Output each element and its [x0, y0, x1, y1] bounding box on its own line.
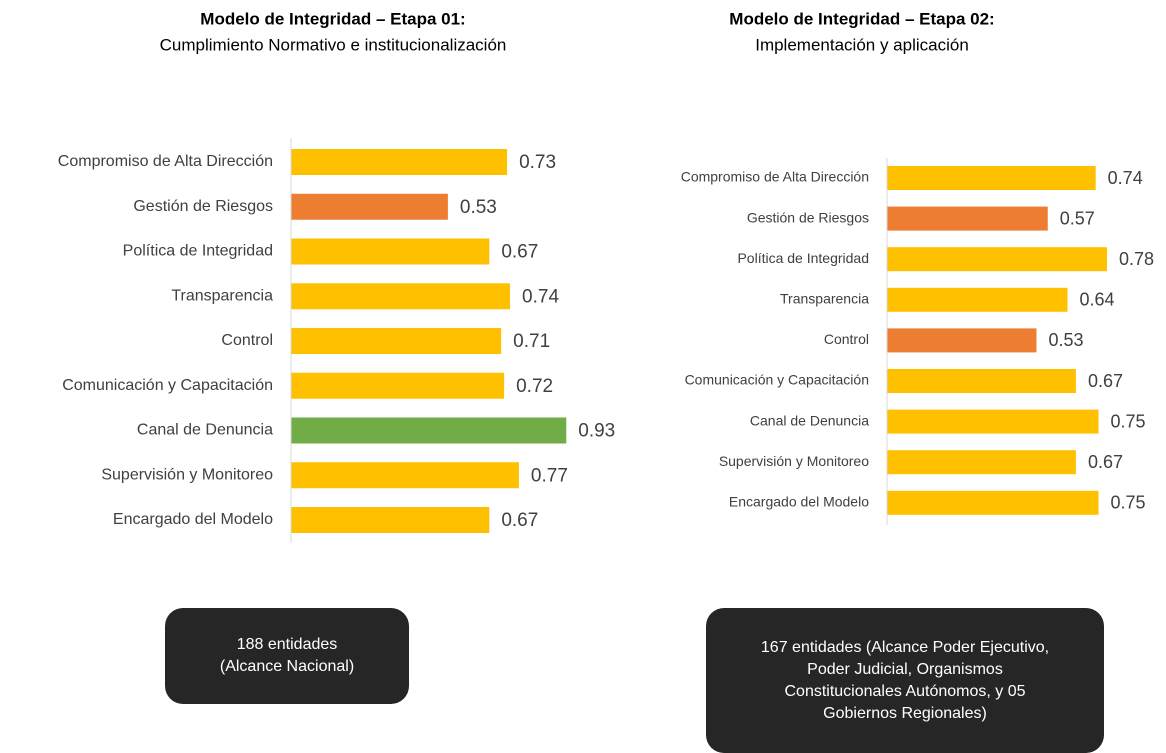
category-label: Política de Integridad — [123, 243, 273, 260]
value-label: 0.67 — [1088, 452, 1123, 472]
bar — [887, 450, 1076, 475]
category-label: Encargado del Modelo — [113, 511, 273, 528]
value-label: 0.53 — [460, 197, 497, 218]
bar — [887, 409, 1099, 434]
value-label: 0.75 — [1111, 411, 1146, 431]
category-label: Encargado del Modelo — [729, 494, 869, 510]
category-label: Comunicación y Capacitación — [62, 377, 273, 394]
bar — [291, 283, 511, 310]
category-label: Gestión de Riesgos — [747, 209, 869, 225]
category-label: Control — [221, 332, 273, 349]
category-label: Canal de Denuncia — [750, 412, 869, 428]
value-label: 0.78 — [1119, 249, 1154, 269]
value-label: 0.71 — [513, 331, 550, 352]
value-label: 0.75 — [1111, 493, 1146, 513]
bar — [291, 507, 490, 533]
category-label: Supervisión y Monitoreo — [719, 453, 869, 469]
value-label: 0.73 — [519, 152, 556, 173]
category-label: Compromiso de Alta Dirección — [58, 153, 273, 170]
bar — [887, 247, 1107, 272]
bar — [291, 193, 448, 220]
value-label: 0.72 — [516, 376, 553, 397]
value-label: 0.74 — [522, 286, 559, 307]
bar — [887, 287, 1068, 312]
category-label: Canal de Denuncia — [137, 422, 273, 439]
chart-title: Modelo de Integridad – Etapa 02: — [729, 9, 994, 28]
category-label: Compromiso de Alta Dirección — [681, 169, 869, 185]
bar — [887, 166, 1096, 190]
bar — [887, 490, 1099, 515]
bar — [887, 328, 1037, 353]
category-label: Política de Integridad — [737, 250, 869, 266]
bar — [887, 206, 1048, 231]
value-label: 0.57 — [1060, 208, 1095, 228]
chart-subtitle: Implementación y aplicación — [755, 35, 969, 54]
value-label: 0.77 — [531, 465, 568, 486]
value-label: 0.74 — [1108, 168, 1143, 188]
value-label: 0.53 — [1048, 330, 1083, 350]
value-label: 0.67 — [1088, 371, 1123, 391]
category-label: Comunicación y Capacitación — [685, 372, 869, 388]
bar — [291, 372, 505, 399]
bar — [291, 238, 490, 265]
category-label: Control — [824, 331, 869, 347]
value-label: 0.64 — [1079, 290, 1114, 310]
bar — [291, 328, 502, 354]
category-label: Supervisión y Monitoreo — [101, 466, 273, 483]
value-label: 0.67 — [501, 242, 538, 263]
bar — [291, 462, 519, 489]
bar — [887, 369, 1076, 393]
category-label: Gestión de Riesgos — [133, 198, 273, 215]
note-box: 188 entidades (Alcance Nacional) — [165, 608, 409, 704]
bar — [291, 417, 567, 444]
note-box: 167 entidades (Alcance Poder Ejecutivo, … — [706, 608, 1104, 753]
chart-subtitle: Cumplimiento Normativo e institucionaliz… — [160, 35, 507, 54]
category-label: Transparencia — [171, 287, 273, 304]
bar — [291, 149, 508, 175]
category-label: Transparencia — [780, 291, 869, 307]
chart-title: Modelo de Integridad – Etapa 01: — [200, 9, 465, 28]
value-label: 0.93 — [578, 421, 615, 442]
value-label: 0.67 — [501, 510, 538, 531]
